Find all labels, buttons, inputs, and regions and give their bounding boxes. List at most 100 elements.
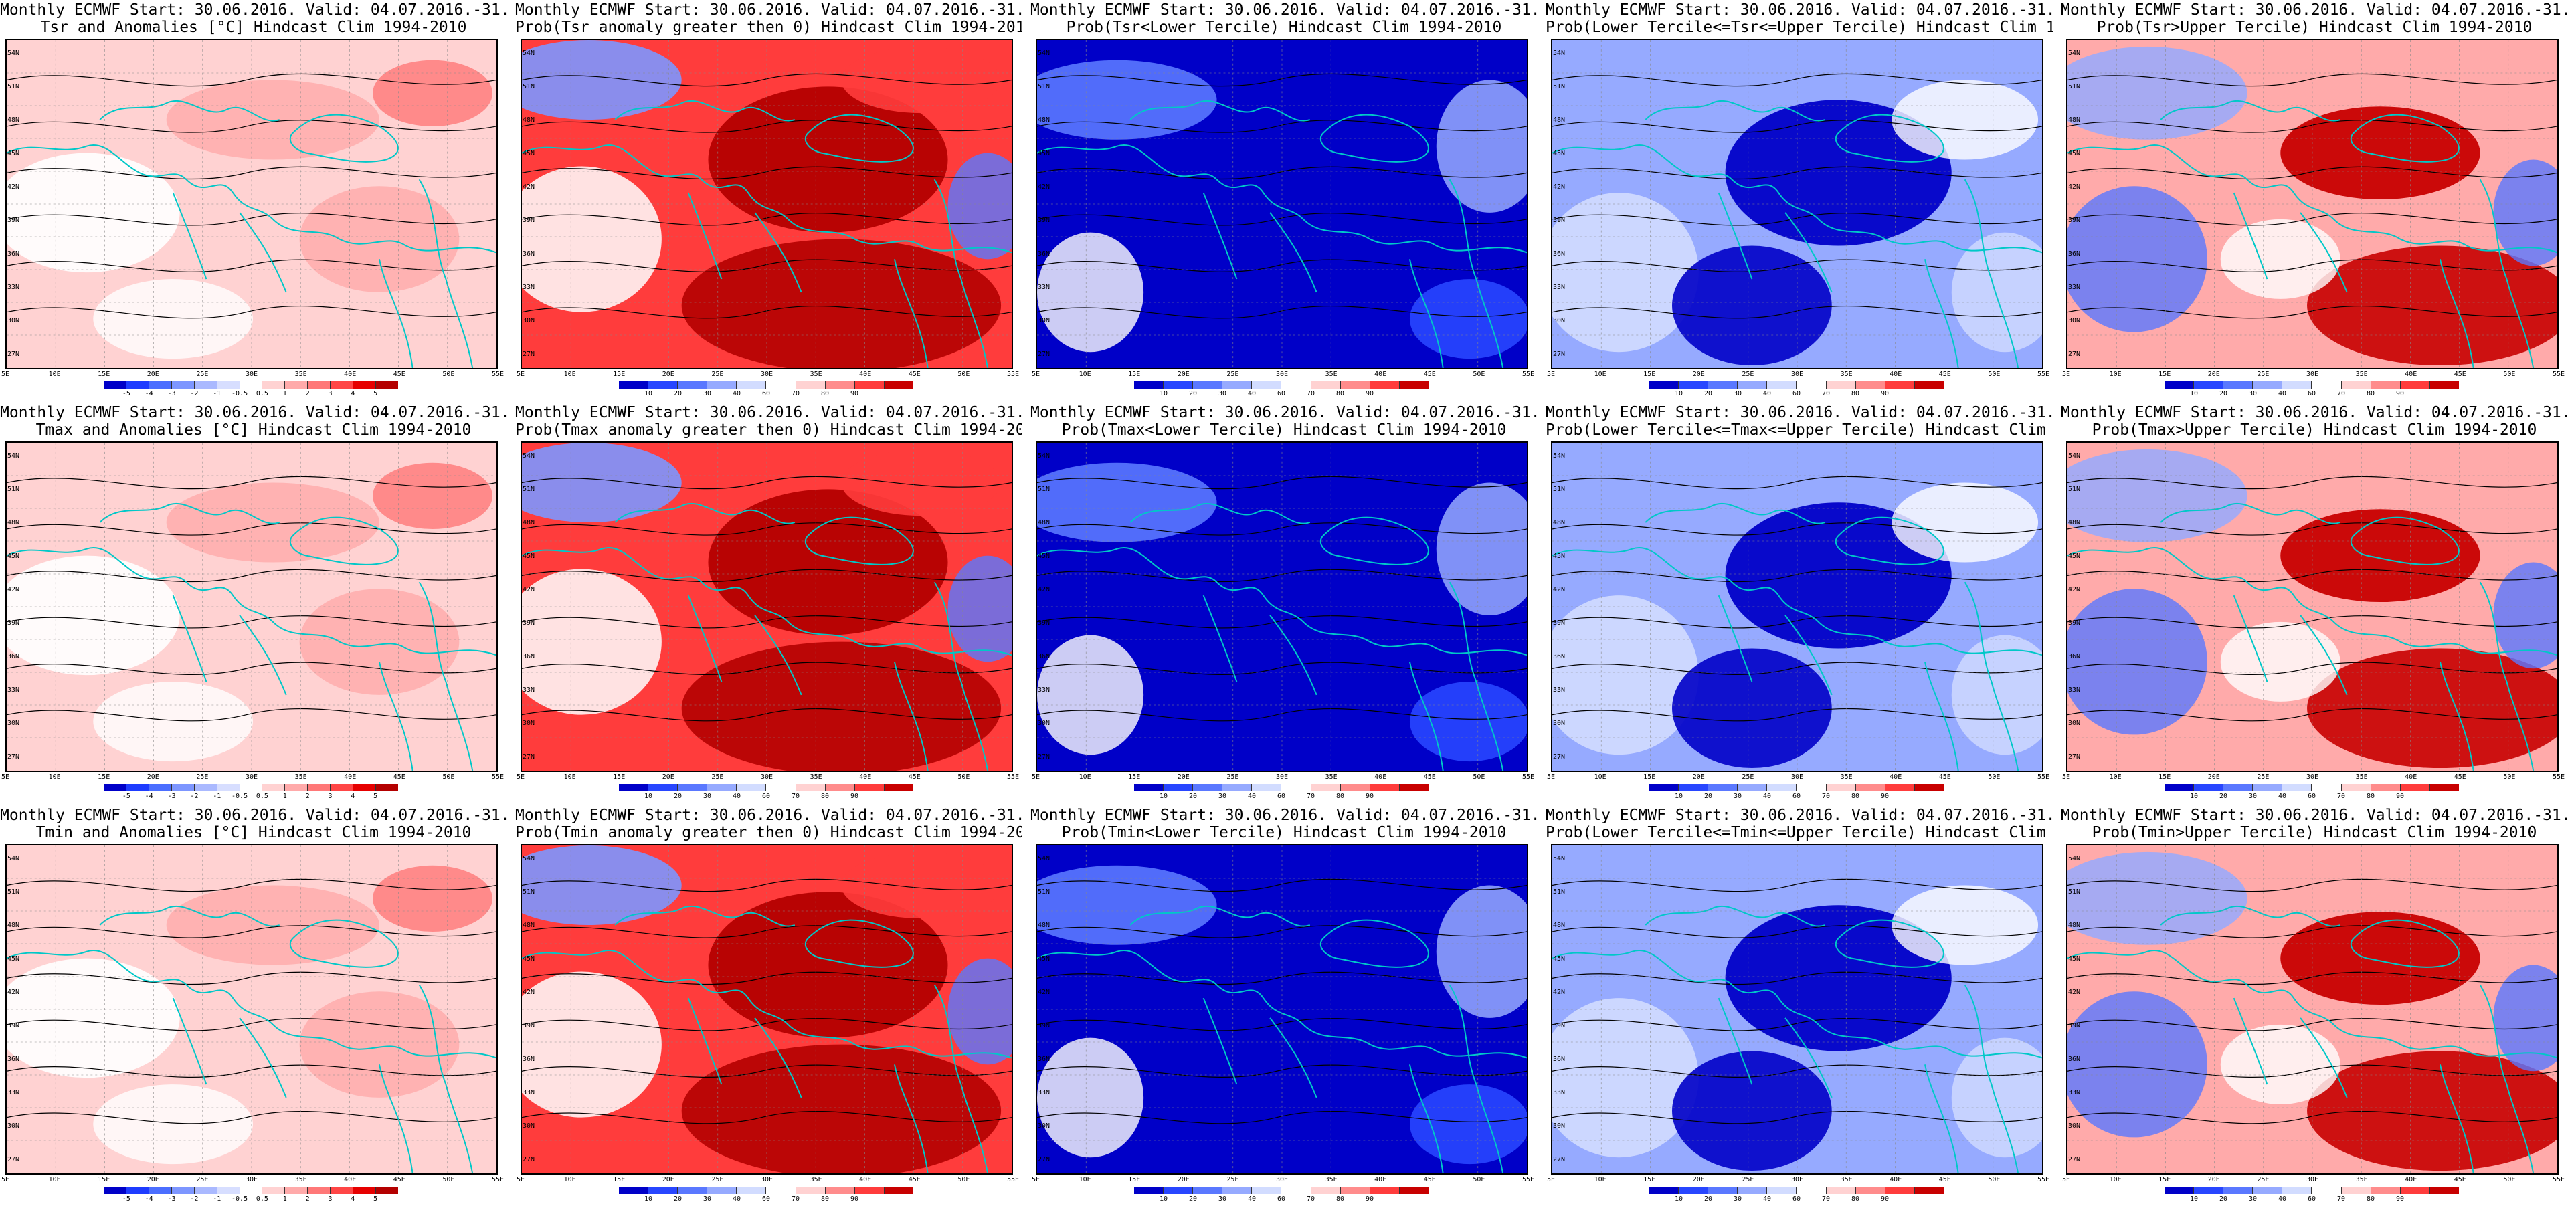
lat-label: 51N	[7, 888, 20, 896]
panel-title-line1: Monthly ECMWF Start: 30.06.2016. Valid: …	[2061, 404, 2568, 421]
lon-label: 35E	[1325, 773, 1338, 781]
legend-tick-label: 80	[820, 390, 830, 397]
lon-label: 40E	[1374, 773, 1387, 781]
legend-tick-label: 5	[373, 793, 378, 800]
legend-swatch	[1222, 784, 1253, 791]
lon-label: 10E	[1079, 1176, 1091, 1183]
lat-label: 30N	[1038, 720, 1050, 727]
lat-label: 39N	[7, 1022, 20, 1029]
lon-axis: 5E 10E 15E 20E 25E 30E 35E 40E 45E 50E 55E	[517, 371, 1019, 380]
color-legend: -5 -4 -3 -2 -1 -0.5 0.5 1 2 3 4 5	[104, 784, 398, 803]
field-blob	[1951, 1037, 2042, 1158]
coastline	[522, 144, 1012, 254]
legend-swatch	[1370, 1187, 1400, 1194]
lat-label: 36N	[7, 1056, 20, 1063]
legend-swatch	[2312, 784, 2342, 791]
map-plot	[521, 844, 1013, 1175]
lon-label: 45E	[393, 773, 405, 781]
map-panel: Monthly ECMWF Start: 30.06.2016. Valid: …	[2061, 1, 2568, 401]
lon-label: 10E	[1079, 371, 1091, 378]
lat-label: 39N	[2068, 217, 2081, 224]
legend-swatch	[1826, 784, 1856, 791]
legend-tick-label: 20	[1704, 390, 1713, 397]
lon-label: 15E	[1128, 1176, 1141, 1183]
legend-tick-label: -0.5	[232, 1195, 248, 1203]
lat-label: 48N	[7, 116, 20, 124]
legend-tick-label: 10	[2189, 1195, 2199, 1203]
lon-label: 30E	[245, 371, 258, 378]
map-plot	[1551, 844, 2043, 1175]
legend-tick-label: 90	[1880, 390, 1890, 397]
coastline	[1718, 581, 2019, 771]
legend-swatch	[1193, 784, 1223, 791]
lon-label: 35E	[294, 1176, 307, 1183]
legend-tick-label: 2	[305, 1195, 310, 1203]
lon-label: 45E	[1423, 371, 1436, 378]
field-blob	[1672, 245, 1832, 366]
legend-swatch	[1914, 1187, 1944, 1194]
isotherm-line	[1552, 615, 2042, 629]
coastline	[1202, 179, 1504, 368]
lat-label: 33N	[1038, 284, 1050, 291]
legend-tick-label: 30	[2248, 1195, 2258, 1203]
field-blob	[522, 845, 682, 926]
panel-title-line2: Prob(Tmax>Upper Tercile) Hindcast Clim 1…	[2092, 421, 2537, 439]
lat-label: 51N	[523, 83, 535, 90]
field-blob	[1892, 482, 2039, 563]
field-blob	[2493, 562, 2557, 669]
lon-label: 5E	[2061, 1176, 2071, 1183]
lon-label: 35E	[1840, 371, 1853, 378]
legend-swatch	[1252, 784, 1282, 791]
lat-label: 42N	[2068, 586, 2081, 593]
legend-tick-label: 5	[373, 1195, 378, 1203]
legend-tick-label: 90	[850, 390, 859, 397]
lon-label: 5E	[516, 371, 525, 378]
legend-swatch	[2400, 381, 2430, 389]
lat-label: 45N	[1553, 552, 1566, 560]
legend-swatch	[2253, 784, 2283, 791]
legend-swatch	[1222, 381, 1253, 389]
panel-title-line2: Prob(Lower Tercile<=Tmin<=Upper Tercile)…	[1546, 824, 2053, 841]
legend-swatch	[619, 381, 649, 389]
legend-tick-label: 10	[644, 390, 653, 397]
coastline	[1037, 547, 1527, 656]
isotherm-line	[522, 971, 1012, 985]
legend-tick-label: 30	[703, 390, 712, 397]
isotherm-line	[7, 615, 496, 629]
coastline	[1129, 905, 1429, 968]
lon-label: 45E	[908, 773, 921, 781]
legend-tick-label: 60	[761, 390, 771, 397]
lon-label: 55E	[2037, 773, 2050, 781]
lat-label: 39N	[1553, 619, 1566, 627]
lat-label: 27N	[1038, 1156, 1050, 1163]
lat-label: 30N	[2068, 317, 2081, 324]
lon-label: 30E	[245, 1176, 258, 1183]
legend-swatch	[1738, 784, 1768, 791]
lon-label: 50E	[1988, 1176, 2001, 1183]
field-blob	[681, 239, 1002, 368]
legend-tick-label: 4	[351, 390, 355, 397]
lat-label: 48N	[1038, 519, 1050, 526]
legend-tick-label: 2	[305, 793, 310, 800]
field-blob	[1436, 482, 1527, 615]
lon-label: 40E	[344, 371, 357, 378]
legend-swatch	[1914, 784, 1944, 791]
lon-label: 10E	[563, 1176, 576, 1183]
lon-label: 55E	[2552, 371, 2565, 378]
legend-swatch	[376, 1187, 398, 1194]
legend-tick-label: 20	[2219, 390, 2228, 397]
coastline	[172, 984, 474, 1173]
legend-swatch	[240, 381, 263, 389]
lat-label: 45N	[7, 150, 20, 157]
map-panel: Monthly ECMWF Start: 30.06.2016. Valid: …	[515, 404, 1022, 803]
isotherm-line	[2067, 878, 2557, 892]
lon-label: 15E	[613, 1176, 626, 1183]
field-blob	[166, 80, 379, 160]
coastline	[2067, 950, 2557, 1059]
lon-label: 35E	[810, 773, 822, 781]
field-blob	[2067, 851, 2247, 945]
field-blob	[1951, 232, 2042, 353]
lat-label: 33N	[2068, 686, 2081, 694]
legend-swatch	[1340, 1187, 1370, 1194]
color-legend: 10 20 30 40 60 70 80 90	[619, 381, 913, 400]
